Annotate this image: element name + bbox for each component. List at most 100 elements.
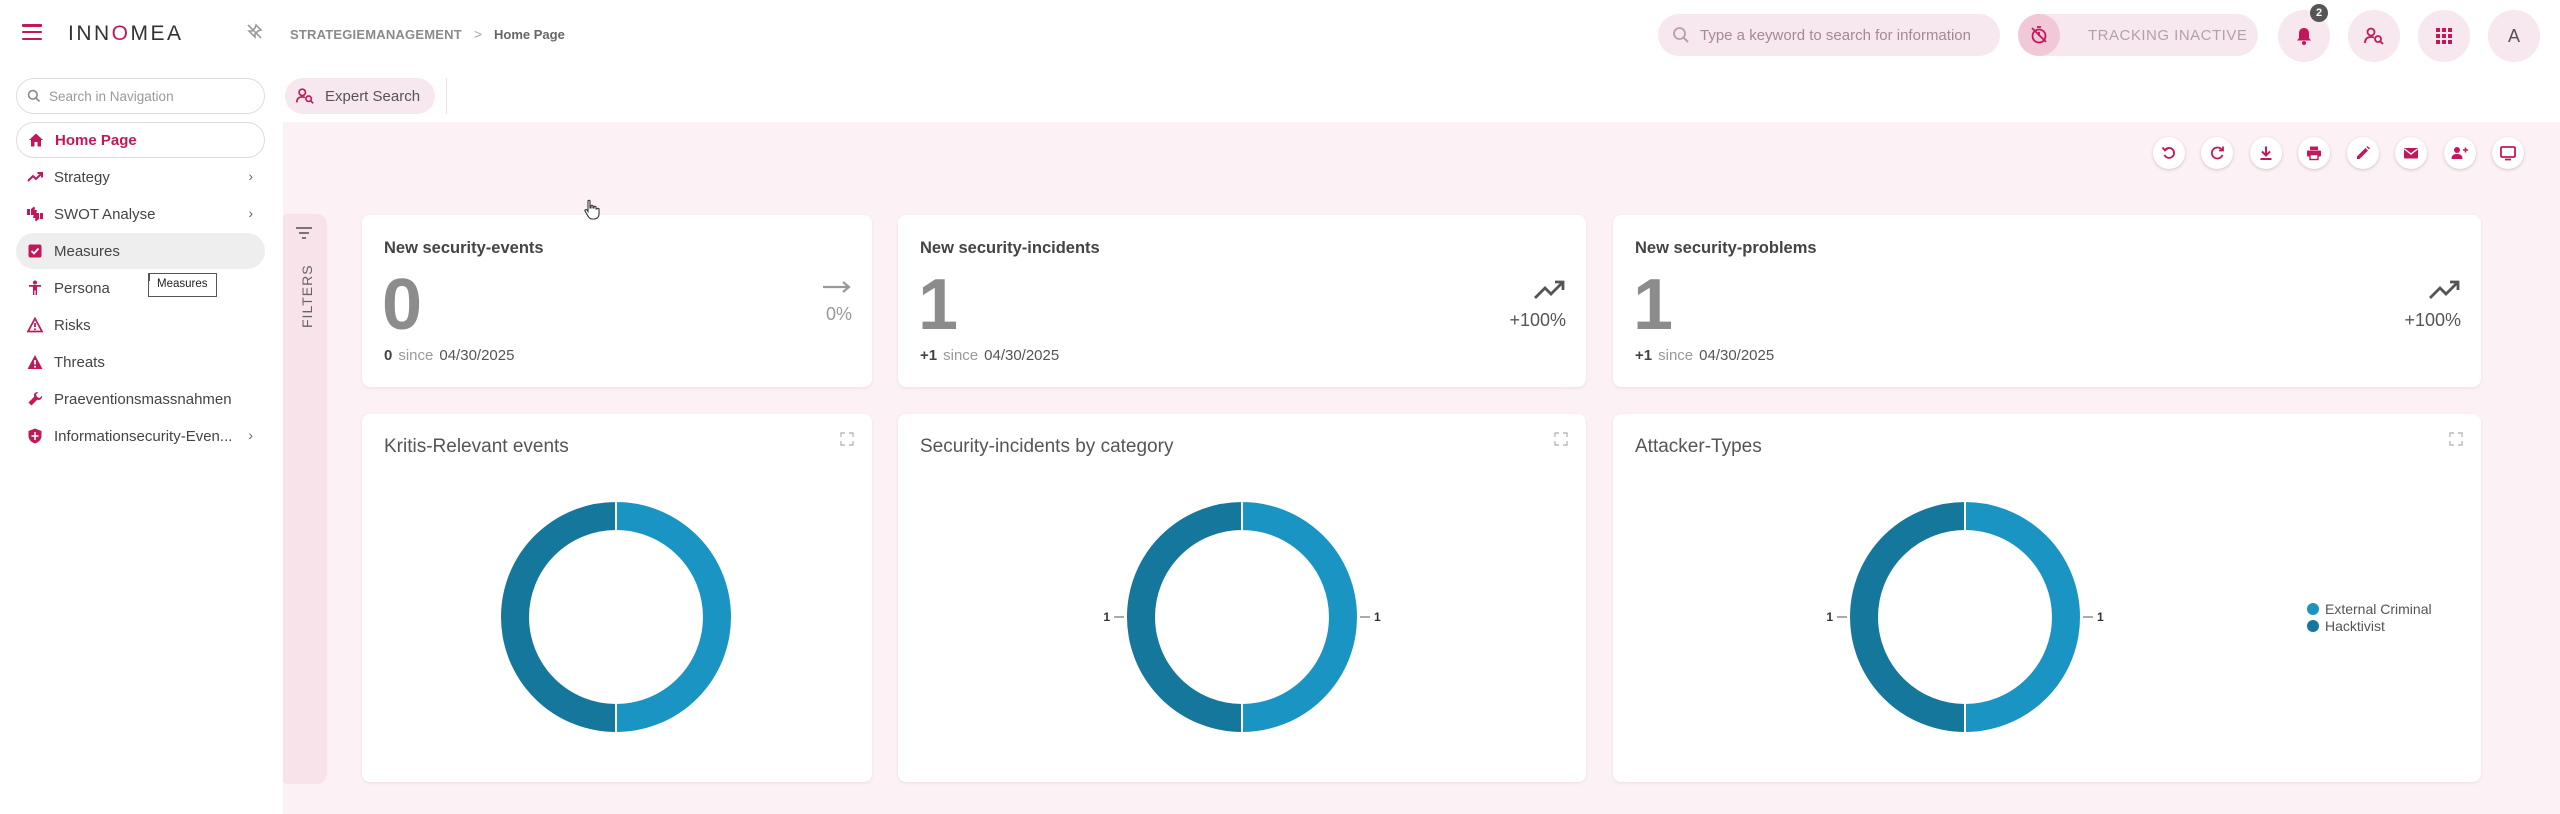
person-icon [26,279,44,297]
undo-icon [2161,146,2175,159]
search-icon [1673,27,1689,43]
kpi-since: 0 since 04/30/2025 [384,347,514,364]
edit-button[interactable] [2347,137,2379,169]
legend-label: Hacktivist [2325,617,2385,634]
sidebar-item-label: SWOT Analyse [54,205,156,223]
sidebar-item-label: Home Page [55,131,137,149]
expert-search-button[interactable]: Expert Search [285,78,435,114]
share-users-button[interactable] [2444,137,2476,169]
wrench-icon [26,390,44,408]
kpi-since-label: since [398,347,434,364]
kpi-percent: +100% [2404,310,2461,330]
filters-panel[interactable]: FILTERS [283,214,327,784]
sidebar-item-persona[interactable]: Persona [16,270,265,306]
edit-icon [2357,146,2370,159]
kpi-card-security-problems[interactable]: New security-problems 1 +1 since 04/30/202… [1613,215,2481,387]
monitor-button[interactable] [2492,137,2524,169]
nav-search-placeholder: Search in Navigation [49,88,174,104]
breadcrumb: STRATEGIEMANAGEMENT > Home Page [290,26,565,42]
kpi-since: +1 since 04/30/2025 [920,347,1059,364]
expand-icon[interactable] [840,432,854,451]
mail-icon [2404,148,2418,159]
user-search-icon [296,88,314,104]
donut-slice[interactable] [1241,499,1359,735]
global-search-input[interactable]: Type a keyword to search for information [1658,14,2000,56]
chevron-right-icon[interactable]: › [248,168,253,184]
kpi-delta: +1 [920,347,938,364]
sidebar-item-risks[interactable]: Risks [16,307,265,343]
tooltip: Measures [148,273,217,297]
kpi-percent: +100% [1509,310,1566,330]
print-icon [2307,146,2321,161]
filters-label: FILTERS [299,264,315,328]
trending-up-icon [1534,280,1565,299]
arrow-right-icon [823,281,851,293]
download-button[interactable] [2250,137,2282,169]
mouse-cursor [584,199,600,220]
avatar[interactable]: A [2488,10,2540,62]
expand-icon[interactable] [1554,432,1568,451]
legend-item[interactable]: Hacktivist [2307,617,2432,634]
sidebar-item-measures[interactable]: Measures [16,233,265,269]
breadcrumb-root[interactable]: STRATEGIEMANAGEMENT [290,26,462,42]
legend-swatch [2307,602,2319,615]
sidebar-item-label: Threats [54,353,105,371]
kpi-since-label: since [943,347,979,364]
sidebar-item-praeventionsmassnahmen[interactable]: Praeventionsmassnahmen [16,381,265,417]
expand-icon[interactable] [2449,432,2463,451]
nav-search-input[interactable]: Search in Navigation [16,78,265,114]
sidebar-item-swot-analyse[interactable]: SWOT Analyse › [16,196,265,232]
tracking-label: TRACKING INACTIVE [2088,26,2248,44]
sidebar-item-label: Risks [54,316,91,334]
timer-off-icon [2018,14,2060,56]
thumbs-icon [26,205,44,223]
refresh-button[interactable] [2201,137,2233,169]
download-icon [2260,146,2272,160]
kpi-since-label: since [1658,347,1694,364]
menu-icon[interactable] [22,24,42,41]
kpi-card-security-events[interactable]: New security-events 0 0 since 04/30/2025 0… [362,215,872,387]
tracking-toggle[interactable]: TRACKING INACTIVE [2018,14,2258,56]
donut-slice[interactable] [1848,499,1966,735]
kpi-date: 04/30/2025 [1699,347,1775,364]
kpi-trend: +100% [2404,279,2461,331]
kpi-card-security-incidents[interactable]: New security-incidents 1 +1 since 04/30/20… [898,215,1586,387]
warning-icon [26,353,44,371]
filter-icon[interactable] [295,226,313,245]
apps-button[interactable] [2418,10,2470,62]
legend-item[interactable]: External Criminal [2307,600,2432,617]
home-icon [27,131,45,149]
chart-title: Attacker-Types [1635,436,1762,457]
pin-icon[interactable] [244,22,264,42]
search-icon [27,89,41,103]
kpi-since: +1 since 04/30/2025 [1635,347,1774,364]
sidebar-item-informationsecurity-events[interactable]: Informationsecurity-Even... › [16,418,265,454]
kpi-percent: 0% [825,304,852,324]
sidebar-item-threats[interactable]: Threats [16,344,265,380]
donut-slice[interactable] [615,499,733,735]
donut-slice[interactable] [1125,499,1243,735]
sidebar-item-strategy[interactable]: Strategy › [16,159,265,195]
chart-legend: External Criminal Hacktivist [2307,600,2432,634]
donut-slice[interactable] [1964,499,2082,735]
chart-title: Security-incidents by category [920,436,1174,457]
legend-swatch [2307,619,2319,632]
mail-button[interactable] [2395,137,2427,169]
donut-chart: 11 [1826,499,2104,735]
kpi-value: 1 [918,265,959,345]
share-users-icon [2451,147,2468,159]
kpi-date: 04/30/2025 [439,347,515,364]
user-search-button[interactable] [2348,10,2400,62]
data-label: 1 [2097,610,2104,624]
chevron-right-icon[interactable]: › [248,205,253,221]
app-logo[interactable]: INNOMEA [68,22,184,45]
undo-button[interactable] [2153,137,2185,169]
donut-chart [499,499,733,735]
data-label: 1 [1103,610,1110,624]
print-button[interactable] [2298,137,2330,169]
sidebar-item-label: Informationsecurity-Even... [54,427,233,445]
donut-slice[interactable] [499,499,617,735]
chevron-right-icon[interactable]: › [248,427,253,443]
sidebar-item-home-page[interactable]: Home Page [16,122,265,158]
